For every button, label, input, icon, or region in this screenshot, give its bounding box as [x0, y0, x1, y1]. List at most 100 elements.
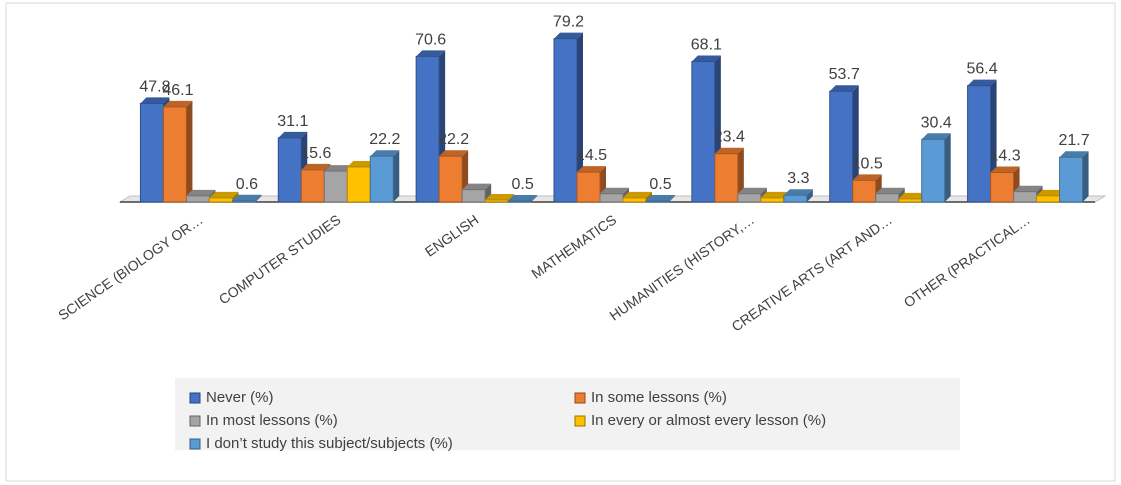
- legend-label: I don’t study this subject/subjects (%): [206, 435, 453, 452]
- bar-top: [577, 166, 606, 173]
- data-label: 31.1: [277, 113, 308, 130]
- data-label: 10.5: [852, 155, 883, 172]
- legend-swatch: [574, 415, 586, 427]
- bar-front: [1036, 195, 1061, 203]
- data-label: 3.3: [787, 170, 809, 187]
- bar-top: [439, 150, 469, 157]
- bar-top: [209, 191, 239, 198]
- data-label: 47.8: [139, 78, 170, 95]
- bar: [691, 55, 721, 203]
- legend-swatch: [189, 415, 201, 427]
- bar: [714, 147, 744, 203]
- bar-top: [416, 50, 446, 57]
- bar: [369, 150, 400, 203]
- bar-front: [553, 38, 578, 203]
- bar: [461, 183, 492, 203]
- data-label: 0.6: [236, 176, 258, 193]
- bar: [783, 189, 813, 203]
- bar-top: [1036, 189, 1066, 196]
- bar-front: [415, 55, 440, 203]
- bar-front: [484, 199, 509, 203]
- legend-label: Never (%): [206, 389, 274, 406]
- bar-front: [346, 166, 371, 203]
- bar-top: [140, 97, 170, 104]
- bar: [875, 187, 905, 203]
- bar-top: [554, 32, 583, 39]
- bar-front: [438, 155, 463, 203]
- data-label: 14.5: [576, 147, 607, 164]
- bar-side: [255, 194, 262, 202]
- bar-front: [737, 193, 762, 203]
- bar-top: [691, 55, 721, 62]
- bar-top: [898, 192, 928, 199]
- data-label: 53.7: [829, 66, 860, 83]
- data-label: 68.1: [691, 37, 722, 54]
- bar-front: [139, 102, 164, 203]
- data-label: 23.4: [714, 129, 745, 146]
- bar-top: [232, 194, 262, 201]
- bar: [1059, 151, 1089, 203]
- bar-front: [691, 61, 716, 203]
- bar-side: [1082, 151, 1089, 202]
- bar-front: [760, 197, 785, 203]
- data-label: 30.4: [921, 114, 952, 131]
- bar-front: [967, 85, 992, 203]
- bar-top: [875, 187, 905, 194]
- bar-front: [714, 153, 739, 203]
- data-label: 22.2: [438, 131, 469, 148]
- bar-side: [806, 189, 813, 202]
- data-label: 56.4: [967, 61, 998, 78]
- bar-top: [829, 85, 859, 92]
- bar-top: [783, 189, 813, 196]
- bar-side: [669, 194, 675, 202]
- bar-top: [370, 150, 400, 157]
- legend-label: In every or almost every lesson (%): [591, 412, 826, 429]
- bar: [921, 133, 951, 203]
- bar-top: [462, 183, 492, 190]
- data-label: 79.2: [553, 14, 584, 31]
- bar-top: [714, 147, 744, 154]
- legend-label: In most lessons (%): [206, 412, 338, 429]
- bar-top: [163, 100, 193, 107]
- bar-front: [875, 193, 900, 203]
- legend-swatch: [189, 392, 201, 404]
- bar-top: [646, 194, 675, 201]
- bar-side: [531, 194, 538, 202]
- bar-top: [852, 174, 882, 181]
- bar-top: [347, 160, 377, 167]
- bar-top: [967, 79, 997, 86]
- data-label: 70.6: [415, 31, 446, 48]
- bar-top: [1013, 185, 1043, 192]
- bar: [645, 194, 675, 203]
- bar-front: [576, 171, 601, 203]
- bar-front: [208, 197, 233, 203]
- bar-side: [737, 147, 744, 202]
- data-label: 0.5: [512, 176, 534, 193]
- bar-top: [1059, 151, 1089, 158]
- bar-front: [231, 200, 256, 203]
- bar-top: [278, 131, 308, 138]
- bar-front: [369, 155, 394, 203]
- bar-side: [577, 32, 583, 203]
- bar-front: [599, 193, 624, 203]
- bar-front: [645, 200, 670, 203]
- data-label: 14.3: [990, 148, 1021, 165]
- bar: [829, 85, 859, 203]
- bar: [162, 100, 193, 203]
- bar: [231, 194, 262, 203]
- bar-front: [461, 189, 486, 203]
- bar-front: [783, 194, 808, 203]
- data-label: 15.6: [300, 145, 331, 162]
- bar-front: [1013, 191, 1038, 203]
- bar-top: [921, 133, 951, 140]
- bar-top: [324, 165, 354, 172]
- bar: [185, 189, 216, 203]
- bar-top: [760, 191, 790, 198]
- bar-top: [485, 193, 515, 200]
- bar-side: [852, 85, 859, 202]
- bar-front: [300, 169, 325, 203]
- bar-top: [737, 187, 767, 194]
- bar-top: [508, 194, 538, 201]
- bar-front: [990, 172, 1015, 203]
